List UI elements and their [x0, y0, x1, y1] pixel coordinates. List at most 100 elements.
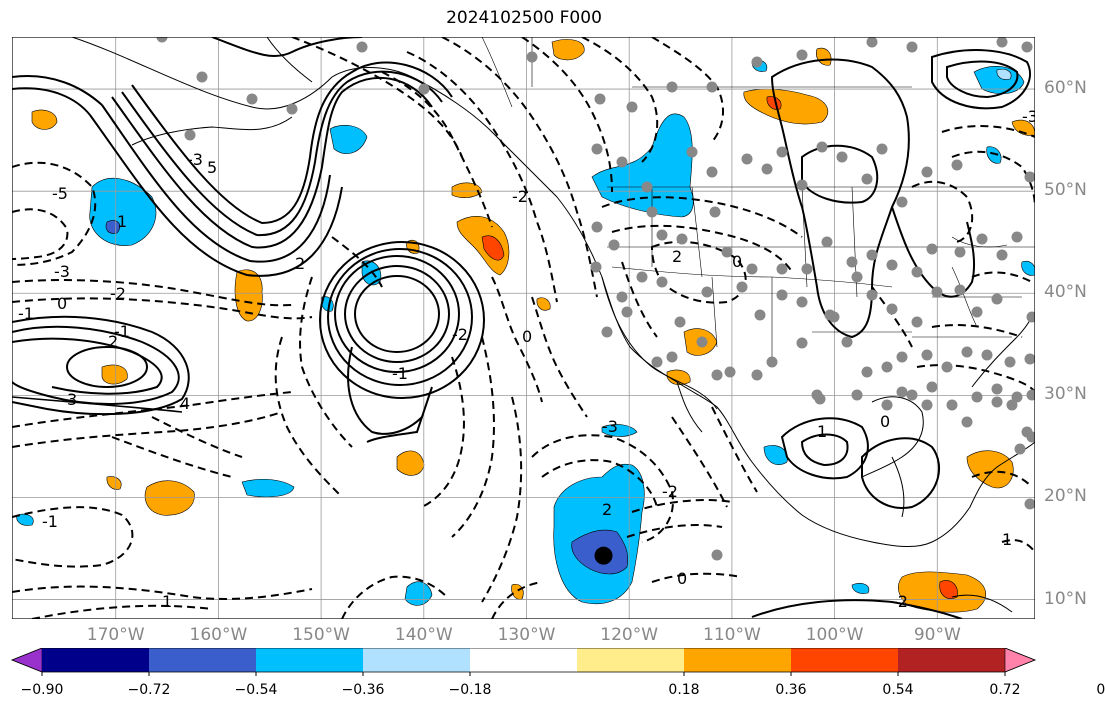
station-dot: [636, 271, 648, 283]
positive-anomaly-area: [939, 580, 958, 599]
contour-line: [931, 49, 1031, 110]
contour-line: [770, 58, 910, 339]
contour-label: -5: [52, 184, 68, 203]
contour-line: [101, 104, 331, 263]
station-dot: [776, 146, 788, 158]
latitude-label: 40°N: [1044, 282, 1087, 303]
station-dot: [921, 349, 933, 361]
station-dot: [626, 101, 638, 113]
contour-line: [66, 346, 148, 388]
contour-line: [89, 114, 343, 277]
contour-label: -2: [892, 592, 908, 611]
station-dot: [656, 229, 668, 241]
station-dot: [754, 309, 766, 321]
station-dot: [184, 129, 196, 141]
contour-line: [274, 336, 343, 498]
station-dot: [776, 263, 788, 275]
contour-label: -2: [452, 325, 468, 344]
station-dot: [931, 286, 943, 298]
contour-label: 0: [677, 569, 687, 588]
positive-anomaly-area: [396, 450, 425, 476]
station-dot: [941, 361, 953, 373]
contour-line: [941, 124, 1035, 138]
station-dot: [751, 369, 763, 381]
station-dot: [736, 281, 748, 293]
contour-line: [111, 76, 433, 249]
station-dot: [896, 351, 908, 363]
contour-label: -3: [54, 262, 70, 281]
contour-label: 2: [108, 332, 118, 351]
station-dot: [911, 316, 923, 328]
contour-line: [481, 396, 523, 603]
negative-anomaly-area: [996, 68, 1012, 80]
contour-line: [31, 604, 213, 619]
station-dot: [896, 386, 908, 398]
station-dot: [246, 93, 258, 105]
contour-line: [12, 161, 97, 266]
station-dot: [911, 266, 923, 278]
contour-line: [861, 437, 941, 509]
contour-line: [334, 255, 460, 373]
contour-line: [951, 150, 1035, 208]
station-dot: [861, 366, 873, 378]
contour-line: [12, 87, 91, 116]
contour-label: 0: [880, 412, 890, 431]
station-dot: [921, 166, 933, 178]
colorbar-tick-label: 0.54: [882, 682, 914, 698]
colorbar-tick-label: 0.90: [1096, 682, 1105, 698]
contour-line: [12, 75, 103, 106]
contour-line: [801, 144, 879, 204]
station-dot: [976, 233, 988, 245]
station-dot: [601, 326, 613, 338]
station-dot: [921, 399, 933, 411]
station-dot: [876, 143, 888, 155]
colorbar-tick-label: −0.18: [448, 682, 492, 698]
positive-anomaly-area: [31, 109, 58, 130]
contour-line: [319, 241, 485, 399]
colorbar-swatch: [791, 648, 899, 672]
contour-line: [1001, 539, 1035, 553]
station-dot: [526, 51, 538, 63]
contour-line: [650, 240, 747, 304]
station-dot: [954, 284, 966, 296]
map-gridlines: [12, 37, 1035, 619]
contour-line: [381, 71, 493, 228]
negative-anomaly-area: [1021, 260, 1035, 276]
station-dot: [776, 289, 788, 301]
colorbar-swatch: [149, 648, 257, 672]
station-dot: [656, 276, 668, 288]
station-dot: [676, 233, 688, 245]
station-dot: [796, 337, 808, 349]
colorbar-tick-label: −0.72: [127, 682, 171, 698]
contour-line: [131, 61, 453, 225]
station-dot: [286, 103, 298, 115]
contour-line: [800, 433, 849, 467]
contour-line: [531, 434, 674, 543]
negative-anomaly-area: [986, 146, 1002, 164]
contour-line: [12, 279, 293, 307]
station-dot: [1021, 41, 1033, 53]
contour-line: [611, 224, 793, 273]
contour-line: [366, 386, 433, 443]
contour-line: [331, 236, 383, 288]
contour-line: [121, 70, 443, 237]
station-dot: [881, 361, 893, 373]
station-dot: [621, 306, 633, 318]
contour-label: 2: [295, 254, 305, 273]
contour-line: [12, 585, 313, 600]
station-dot: [711, 549, 723, 561]
contour-label: 1: [117, 212, 127, 231]
contour-line: [916, 364, 1035, 393]
station-dot: [741, 153, 753, 165]
longitude-label: 110°W: [703, 625, 761, 645]
contour-line: [12, 396, 183, 413]
station-dot: [418, 83, 430, 95]
station-dot: [196, 71, 208, 83]
negative-anomaly-area: [601, 424, 638, 437]
station-dot: [906, 41, 918, 53]
contour-line: [651, 572, 743, 583]
longitude-label: 90°W: [913, 625, 961, 645]
contour-line: [12, 208, 69, 260]
station-dot: [641, 181, 653, 193]
contour-line: [12, 391, 293, 428]
